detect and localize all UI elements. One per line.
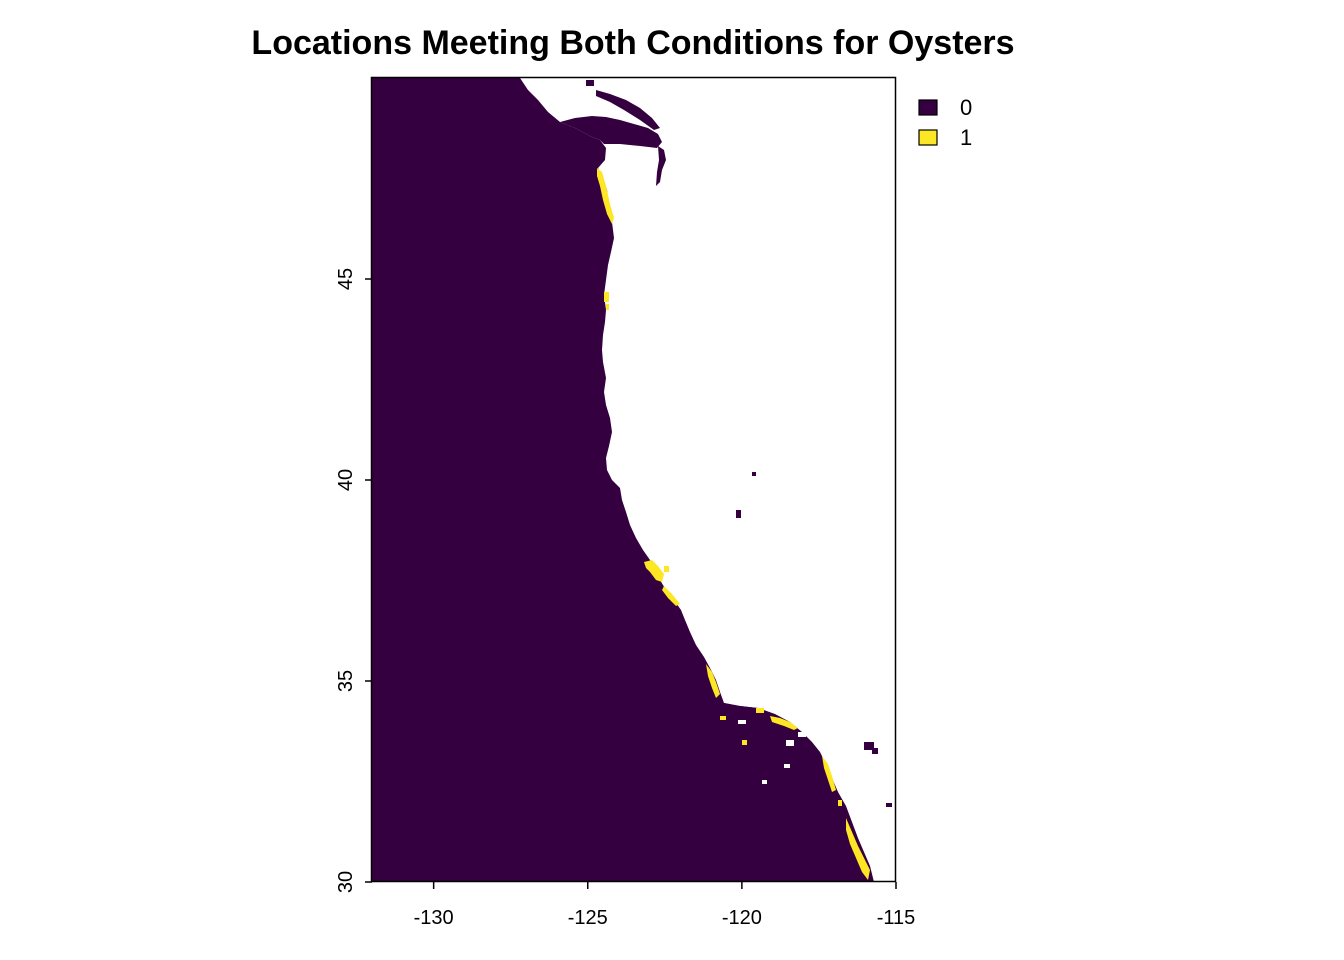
x-axis: -130 -125 -120 -115 (414, 882, 916, 929)
raster-class-0-island (864, 742, 874, 750)
raster-class-0-bight (724, 703, 766, 720)
raster-class-1-monterey (662, 586, 680, 606)
raster-island-gap (762, 780, 767, 784)
raster-class-1-baja (846, 818, 870, 880)
raster-island-gap (798, 732, 806, 737)
raster-class-0-island (732, 716, 762, 722)
x-tick-label: -125 (568, 907, 608, 929)
raster-class-0-island (750, 746, 762, 752)
raster-island-gap (786, 740, 794, 746)
raster-class-0-strait (560, 116, 662, 148)
y-tick-label: 45 (335, 268, 357, 290)
legend-swatch (918, 129, 938, 146)
y-axis: 30 35 40 45 (335, 268, 372, 893)
raster-class-0-lake (752, 472, 756, 476)
x-tick-label: -120 (722, 907, 762, 929)
legend-label: 1 (960, 125, 972, 150)
legend-swatch (918, 99, 938, 116)
raster-class-1-washington-coast (597, 168, 614, 224)
raster-class-1-central-coast (706, 664, 720, 698)
raster-class-0-area (372, 78, 874, 882)
y-tick-label: 30 (335, 871, 357, 893)
raster-island-gap (784, 764, 790, 768)
raster-class-1-socal-patch (756, 708, 764, 713)
raster-class-0-island (872, 748, 878, 754)
x-tick-label: -115 (877, 907, 916, 929)
map-title: Locations Meeting Both Conditions for Oy… (251, 24, 1015, 62)
raster-class-1-san-diego (822, 756, 836, 792)
raster-class-1-baja-patch (838, 800, 842, 806)
legend-label: 0 (960, 95, 972, 120)
raster-class-0-island (886, 803, 892, 807)
raster-class-1-oregon-patch (604, 292, 609, 302)
x-tick-label: -130 (414, 907, 454, 929)
raster-class-1-sf-patch (664, 566, 669, 572)
raster-class-1-sf-bay (644, 560, 664, 582)
y-tick-label: 35 (335, 670, 357, 692)
raster-class-0-islet (586, 80, 594, 86)
raster-class-1-oregon-patch (606, 304, 609, 310)
raster-class-0-inlet (596, 90, 660, 130)
raster-island-gap (738, 720, 746, 724)
raster-class-0-channel (656, 146, 666, 186)
raster-class-1-island-patch (742, 740, 747, 745)
y-tick-label: 40 (335, 469, 357, 491)
legend: 01 (918, 95, 972, 150)
raster-class-0-lake (736, 510, 741, 518)
raster-class-1-socal-patch (720, 716, 726, 720)
raster-class-1-socal-coast (770, 716, 798, 730)
